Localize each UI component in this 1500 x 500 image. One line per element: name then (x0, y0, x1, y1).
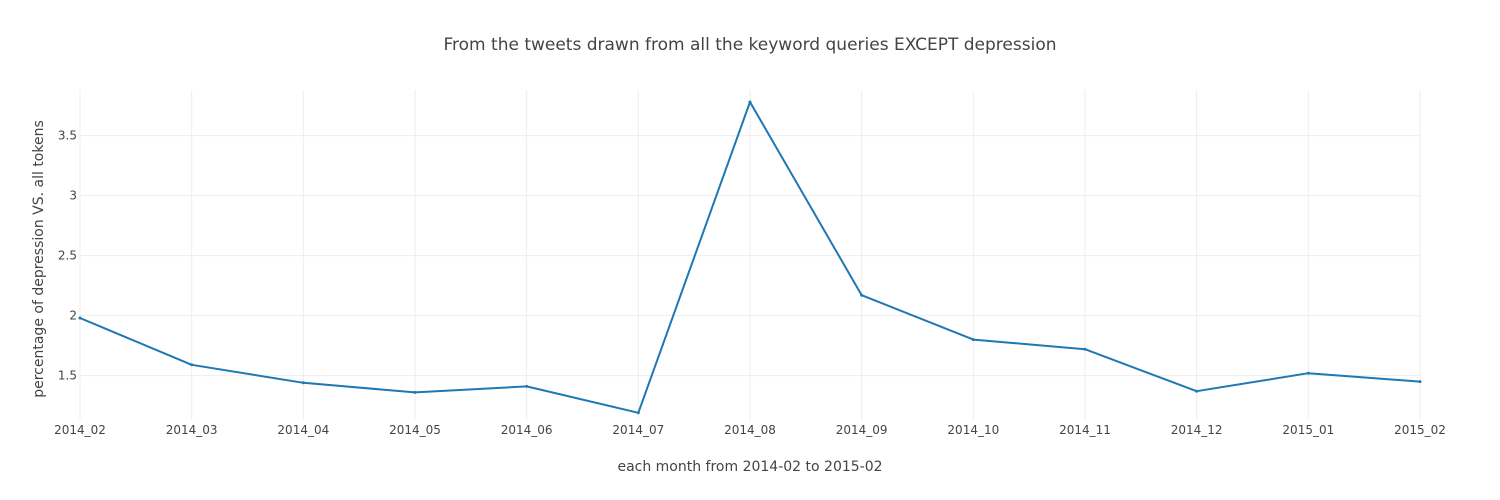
data-point (525, 384, 529, 388)
data-point (1418, 380, 1422, 384)
y-tick-label: 1.5 (58, 369, 77, 383)
x-tick-label: 2014_09 (836, 423, 888, 437)
x-tick-label: 2015_02 (1394, 423, 1446, 437)
data-point (1195, 389, 1199, 393)
x-tick-label: 2014_08 (724, 423, 776, 437)
x-axis-title: each month from 2014-02 to 2015-02 (617, 459, 882, 475)
x-tick-label: 2014_03 (166, 423, 218, 437)
gridlines (79, 90, 1421, 420)
x-tick-label: 2014_05 (389, 423, 441, 437)
data-point (301, 381, 305, 385)
data-point (636, 411, 640, 415)
x-axis-ticks: 2014_02 2014_03 2014_04 2014_05 2014_06 2014_… (54, 423, 1446, 437)
y-tick-label: 2 (69, 309, 77, 323)
data-point (1306, 371, 1310, 375)
x-tick-label: 2014_12 (1171, 423, 1223, 437)
data-point (78, 316, 82, 320)
x-tick-label: 2014_07 (612, 423, 664, 437)
data-point (860, 293, 864, 297)
x-tick-label: 2014_10 (947, 423, 999, 437)
x-tick-label: 2015_01 (1282, 423, 1334, 437)
data-point (748, 100, 752, 104)
x-tick-label: 2014_02 (54, 423, 106, 437)
x-tick-label: 2014_06 (501, 423, 553, 437)
data-point (971, 338, 975, 342)
y-axis-ticks: 1.5 2 2.5 3 3.5 (58, 129, 77, 383)
y-tick-label: 2.5 (58, 249, 77, 263)
data-point (190, 363, 194, 367)
series-layer (78, 100, 1422, 415)
x-tick-label: 2014_04 (277, 423, 329, 437)
y-tick-label: 3.5 (58, 129, 77, 143)
data-point (413, 390, 417, 394)
y-axis-title: percentage of depression VS. all tokens (31, 120, 47, 398)
x-tick-label: 2014_11 (1059, 423, 1111, 437)
data-point (1083, 347, 1087, 351)
y-tick-label: 3 (69, 189, 77, 203)
chart-title: From the tweets drawn from all the keywo… (444, 35, 1057, 55)
